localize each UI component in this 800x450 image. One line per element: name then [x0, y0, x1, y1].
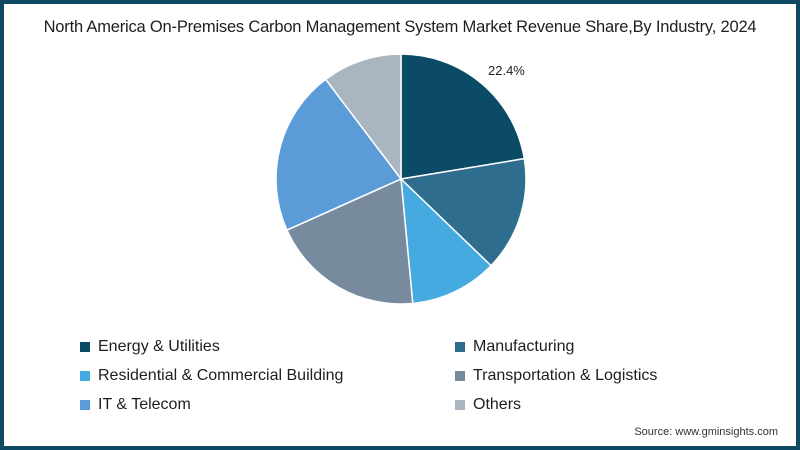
legend-item-it-telecom: IT & Telecom	[80, 394, 455, 416]
pie-slice-manufacturing	[399, 157, 527, 267]
pie-slice-others	[324, 53, 402, 182]
legend-item-residential-commercial: Residential & Commercial Building	[80, 365, 455, 387]
legend-item-transportation-logistics: Transportation & Logistics	[455, 365, 720, 387]
legend-swatch-icon	[80, 342, 90, 352]
pie-slice-energy-utilities	[400, 53, 526, 180]
source-note: Source: www.gminsights.com	[634, 426, 778, 438]
legend-item-manufacturing: Manufacturing	[455, 336, 720, 358]
pie-slice-residential-commercial-building	[400, 177, 493, 305]
legend-swatch-icon	[80, 371, 90, 381]
legend: Energy & Utilities Manufacturing Residen…	[80, 336, 720, 416]
chart-title: North America On-Premises Carbon Managem…	[43, 18, 757, 36]
data-label-energy-utilities: 22.4%	[488, 63, 525, 78]
legend-swatch-icon	[80, 400, 90, 410]
pie-slices	[275, 53, 527, 305]
legend-swatch-icon	[455, 400, 465, 410]
legend-item-energy-utilities: Energy & Utilities	[80, 336, 455, 358]
pie-slice-transportation-logistics	[285, 177, 414, 305]
legend-swatch-icon	[455, 342, 465, 352]
legend-swatch-icon	[455, 371, 465, 381]
legend-item-others: Others	[455, 394, 720, 416]
pie-slice-it-telecom	[275, 78, 403, 232]
